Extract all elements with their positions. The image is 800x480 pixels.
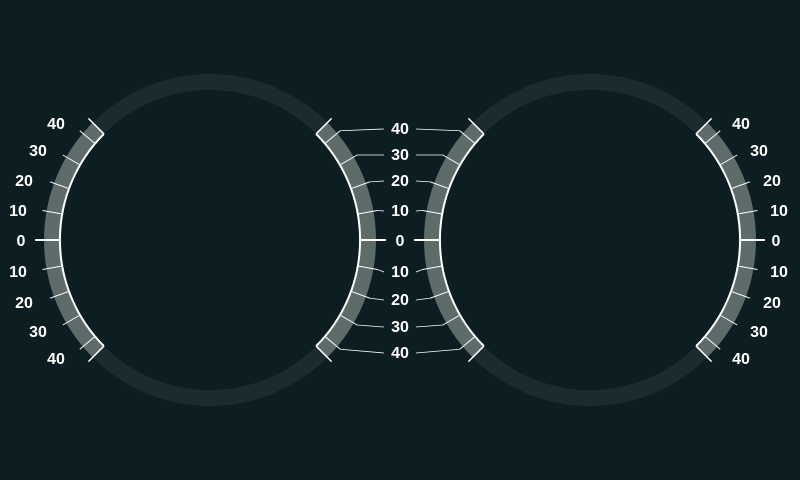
center-connector-right-m10 [415,269,423,273]
right-gauge [415,74,765,406]
left-gauge-left-tick-40 [79,130,96,144]
right-gauge-right-tick-m30 [719,314,738,326]
center-label-up-40: 40 [391,121,409,138]
center-connector-right-10 [415,210,423,212]
center-connector-right-m20 [415,297,431,301]
center-connector-right-40 [415,128,460,132]
left-gauge-right-endcap-top [315,117,333,135]
left-label-down-30: 30 [29,324,47,341]
center-connector-left-40 [340,128,385,132]
left-gauge-right-tick-m40 [324,336,341,350]
left-label-down-20: 20 [15,295,33,312]
right-gauge-left-tick-10 [422,209,443,215]
right-gauge-left-endcap-top [467,117,485,135]
left-gauge-labels: 40 30 20 10 0 10 20 30 40 [9,116,65,368]
right-label-zero: 0 [772,233,781,250]
right-gauge-right-tick-m40 [704,336,721,350]
left-gauge-left-tick-10 [42,209,63,215]
right-label-down-20: 20 [763,295,781,312]
left-label-down-40: 40 [47,351,65,368]
center-connector-left-m10 [377,269,385,273]
right-label-down-10: 10 [770,264,788,281]
right-gauge-right-endcap-top [695,117,713,135]
left-label-up-10: 10 [9,203,27,220]
center-label-down-30: 30 [391,319,409,336]
right-gauge-left-tick-40 [459,130,476,144]
left-gauge-left-tick-30 [62,154,81,166]
right-gauge-right-tick-20 [730,181,750,190]
center-scale-connectors [340,128,460,354]
center-label-down-20: 20 [391,292,409,309]
center-connector-left-10 [377,210,385,212]
left-gauge-left-tick-m40 [79,336,96,350]
center-label-up-10: 10 [391,203,409,220]
left-gauge-left-tick-m10 [42,265,63,271]
right-gauge-right-tick-40 [704,130,721,144]
left-gauge-right-tick-m20 [350,290,370,299]
center-connector-right-m30 [415,324,443,328]
left-label-down-10: 10 [9,264,27,281]
center-connector-left-20 [369,180,385,183]
left-gauge-left-endcap-top [87,117,105,135]
center-connector-left-m20 [369,297,385,301]
left-label-up-40: 40 [47,116,65,133]
right-label-up-40: 40 [732,116,750,133]
right-gauge-right-tick-10 [737,209,758,215]
right-gauge-right-tick-m10 [737,265,758,271]
right-gauge-left-tick-m40 [459,336,476,350]
left-label-zero: 0 [17,233,26,250]
left-gauge-right-tick-10 [357,209,378,215]
right-gauge-right-endcap-bottom [695,345,713,363]
right-label-up-20: 20 [763,173,781,190]
left-gauge-right-tick-m10 [357,265,378,271]
center-label-down-40: 40 [391,345,409,362]
left-gauge-right-tick-40 [324,130,341,144]
left-gauge-right-tick-30 [339,154,358,166]
right-gauge-right-tick-m20 [730,290,750,299]
center-connector-right-20 [415,180,431,183]
left-gauge-right-tick-m30 [339,314,358,326]
left-label-up-20: 20 [15,173,33,190]
right-label-down-30: 30 [750,324,768,341]
right-gauge-left-tick-30 [442,154,461,166]
right-label-up-10: 10 [770,203,788,220]
right-gauge-right-tick-30 [719,154,738,166]
center-label-up-30: 30 [391,147,409,164]
right-gauge-left-tick-m20 [430,290,450,299]
left-gauge-right-tick-20 [350,181,370,190]
right-gauge-left-endcap-bottom [467,345,485,363]
right-gauge-labels: 40 30 20 10 0 10 20 30 40 [732,116,788,368]
left-gauge-right-endcap-bottom [315,345,333,363]
center-connector-left-m40 [340,348,385,354]
left-gauge-left-tick-20 [50,181,70,190]
right-gauge-left-tick-m10 [422,265,443,271]
center-label-zero: 0 [396,233,405,250]
center-label-up-20: 20 [391,173,409,190]
left-gauge-left-tick-m20 [50,290,70,299]
right-gauge-left-tick-m30 [442,314,461,326]
left-gauge-left-tick-m30 [62,314,81,326]
left-gauge-left-endcap-bottom [87,345,105,363]
left-gauge [35,74,385,406]
center-connector-right-m40 [415,348,460,354]
center-connector-left-m30 [357,324,385,328]
center-label-down-10: 10 [391,264,409,281]
right-label-down-40: 40 [732,351,750,368]
left-label-up-30: 30 [29,143,47,160]
right-gauge-left-tick-20 [430,181,450,190]
right-label-up-30: 30 [750,143,768,160]
center-scale-labels: 40 30 20 10 0 10 20 30 40 [391,121,409,362]
